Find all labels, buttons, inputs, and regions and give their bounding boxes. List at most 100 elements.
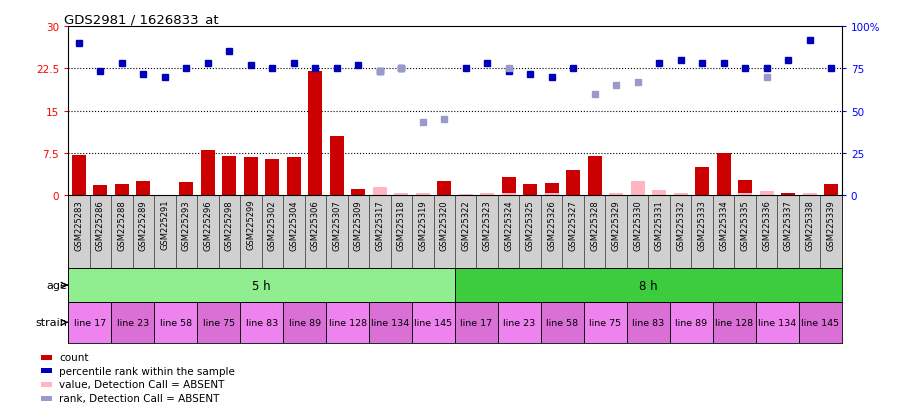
Text: GSM225291: GSM225291 bbox=[160, 199, 169, 250]
Text: line 145: line 145 bbox=[414, 318, 452, 327]
Bar bbox=[498, 302, 541, 343]
Text: line 128: line 128 bbox=[329, 318, 367, 327]
Bar bbox=[781, 193, 795, 196]
Text: GSM225298: GSM225298 bbox=[225, 199, 234, 250]
Text: rank, Detection Call = ABSENT: rank, Detection Call = ABSENT bbox=[59, 393, 219, 403]
Text: line 75: line 75 bbox=[203, 318, 235, 327]
Text: line 134: line 134 bbox=[371, 318, 410, 327]
Text: GSM225338: GSM225338 bbox=[805, 199, 814, 250]
Text: line 89: line 89 bbox=[288, 318, 320, 327]
Text: GSM225289: GSM225289 bbox=[139, 199, 148, 250]
Bar bbox=[222, 157, 237, 196]
Bar bbox=[455, 302, 498, 343]
Text: GSM225339: GSM225339 bbox=[826, 199, 835, 250]
Text: value, Detection Call = ABSENT: value, Detection Call = ABSENT bbox=[59, 380, 225, 389]
Bar bbox=[652, 190, 666, 196]
Text: line 23: line 23 bbox=[116, 318, 149, 327]
Text: line 75: line 75 bbox=[590, 318, 622, 327]
Text: GSM225325: GSM225325 bbox=[526, 199, 535, 250]
Text: GSM225306: GSM225306 bbox=[311, 199, 319, 250]
Text: GSM225320: GSM225320 bbox=[440, 199, 449, 250]
Bar bbox=[154, 302, 197, 343]
Bar bbox=[136, 182, 150, 196]
Text: GSM225283: GSM225283 bbox=[75, 199, 84, 250]
Text: line 145: line 145 bbox=[801, 318, 839, 327]
Bar bbox=[501, 193, 516, 196]
Text: line 83: line 83 bbox=[246, 318, 278, 327]
Bar bbox=[329, 137, 344, 196]
Bar bbox=[756, 302, 799, 343]
Bar bbox=[501, 178, 516, 196]
Text: GSM225329: GSM225329 bbox=[612, 199, 621, 250]
Text: GSM225309: GSM225309 bbox=[354, 199, 363, 250]
Text: GSM225307: GSM225307 bbox=[332, 199, 341, 250]
Text: strain: strain bbox=[35, 318, 67, 328]
Bar bbox=[670, 302, 713, 343]
Bar bbox=[545, 193, 559, 196]
Text: line 83: line 83 bbox=[632, 318, 664, 327]
Text: line 23: line 23 bbox=[503, 318, 536, 327]
Bar bbox=[68, 302, 111, 343]
Bar bbox=[738, 193, 752, 196]
Bar bbox=[351, 189, 365, 196]
Bar bbox=[566, 171, 581, 196]
Text: line 134: line 134 bbox=[758, 318, 796, 327]
Bar bbox=[584, 302, 627, 343]
Bar bbox=[244, 158, 258, 196]
Bar bbox=[438, 182, 451, 196]
Text: GSM225299: GSM225299 bbox=[247, 199, 256, 250]
Bar bbox=[695, 168, 709, 196]
Bar bbox=[716, 154, 731, 196]
Text: GSM225286: GSM225286 bbox=[96, 199, 105, 250]
Text: line 58: line 58 bbox=[159, 318, 192, 327]
Bar bbox=[713, 302, 756, 343]
Bar bbox=[373, 188, 387, 196]
Bar bbox=[541, 302, 584, 343]
Text: GSM225302: GSM225302 bbox=[268, 199, 277, 250]
Bar bbox=[266, 159, 279, 196]
Bar bbox=[480, 193, 494, 196]
Bar bbox=[326, 302, 369, 343]
Bar bbox=[369, 302, 412, 343]
Text: GSM225331: GSM225331 bbox=[654, 199, 663, 250]
Text: GSM225335: GSM225335 bbox=[741, 199, 750, 250]
Bar bbox=[94, 186, 107, 196]
Text: age: age bbox=[46, 280, 67, 290]
Text: GSM225318: GSM225318 bbox=[397, 199, 406, 250]
Bar bbox=[115, 185, 129, 196]
Bar bbox=[523, 185, 537, 196]
Text: GSM225288: GSM225288 bbox=[117, 199, 126, 250]
Text: GSM225336: GSM225336 bbox=[762, 199, 771, 250]
Text: GSM225333: GSM225333 bbox=[698, 199, 706, 250]
Text: line 58: line 58 bbox=[546, 318, 579, 327]
Text: GSM225304: GSM225304 bbox=[289, 199, 298, 250]
Text: GSM225296: GSM225296 bbox=[204, 199, 212, 250]
Bar bbox=[72, 155, 86, 196]
Bar bbox=[68, 268, 455, 302]
Text: GSM225327: GSM225327 bbox=[569, 199, 578, 250]
Bar bbox=[240, 302, 283, 343]
Bar bbox=[673, 193, 688, 196]
Bar bbox=[588, 157, 602, 196]
Bar bbox=[803, 193, 816, 196]
Bar bbox=[179, 183, 194, 196]
Text: count: count bbox=[59, 352, 88, 362]
Bar bbox=[824, 185, 838, 196]
Text: GSM225322: GSM225322 bbox=[461, 199, 470, 250]
Bar bbox=[287, 158, 301, 196]
Text: GSM225293: GSM225293 bbox=[182, 199, 191, 250]
Text: GSM225323: GSM225323 bbox=[482, 199, 491, 250]
Text: line 128: line 128 bbox=[715, 318, 753, 327]
Text: line 17: line 17 bbox=[74, 318, 106, 327]
Text: GSM225317: GSM225317 bbox=[375, 199, 384, 250]
Text: GSM225328: GSM225328 bbox=[591, 199, 599, 250]
Bar bbox=[308, 72, 322, 196]
Bar bbox=[201, 151, 215, 196]
Text: GSM225319: GSM225319 bbox=[419, 199, 428, 250]
Text: GSM225330: GSM225330 bbox=[633, 199, 642, 250]
Bar bbox=[455, 268, 842, 302]
Text: GSM225326: GSM225326 bbox=[547, 199, 556, 250]
Bar bbox=[799, 302, 842, 343]
Bar bbox=[412, 302, 455, 343]
Bar bbox=[738, 180, 752, 196]
